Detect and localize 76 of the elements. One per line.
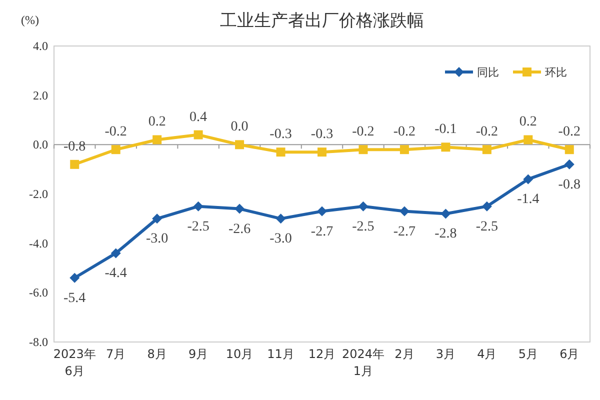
point [482,201,492,212]
y-axis-title: (%) [21,13,39,27]
y-tick-label: 4.0 [33,39,48,53]
x-tick-label: 5月 [518,347,538,361]
data-label: -3.0 [270,232,292,247]
x-tick-label: 2月 [394,347,414,361]
data-label: -2.5 [187,219,210,234]
point [276,214,286,224]
point [70,160,80,169]
point [441,142,450,152]
point [524,135,533,144]
point [318,148,326,157]
point [564,159,574,170]
data-label: -2.7 [310,224,334,240]
point [399,206,410,216]
legend-label: 同比 [477,66,499,79]
data-label: 0.2 [519,114,537,130]
y-tick-label: 2.0 [33,88,48,102]
point [111,145,120,154]
legend-label: 环比 [545,66,567,79]
data-label: -2.8 [434,226,457,242]
point [152,135,162,144]
data-label: -0.2 [476,124,498,140]
x-tick-label: 10月 [226,347,254,361]
y-tick-label: -6.0 [29,286,48,300]
data-label: -3.0 [146,232,168,247]
chart-title: 工业生产者出厂价格涨跌幅 [220,11,424,31]
x-tick-label: 4月 [477,347,497,361]
point [276,148,286,157]
point [400,145,409,154]
point [235,140,244,150]
data-label: -0.2 [393,124,416,140]
x-tick-label: 7月 [106,347,126,361]
data-label: -2.7 [393,224,416,240]
y-tick-label: -4.0 [29,236,48,250]
data-label: -0.2 [104,124,127,140]
x-tick-label: 2024年 1月 [342,347,385,378]
data-label: -0.8 [64,139,86,154]
data-label: -0.2 [352,124,374,140]
point [234,204,245,214]
data-label: -0.3 [310,127,334,142]
point [482,145,492,154]
data-label: -2.5 [352,219,374,234]
data-label: -0.2 [558,124,580,140]
data-label: 0.0 [230,120,248,135]
data-label: -2.6 [228,222,251,237]
point [358,201,368,212]
x-tick-label: 6月 [560,347,580,361]
y-tick-label: -8.0 [29,335,48,349]
data-label: 0.2 [148,114,166,130]
data-label: -0.8 [558,177,580,192]
data-label: -0.1 [434,122,457,138]
data-label: -2.5 [476,219,498,234]
point [194,130,203,140]
x-tick-label: 12月 [308,347,336,361]
data-label: -1.4 [517,192,540,208]
x-tick-label: 3月 [436,347,456,361]
data-label: -0.3 [270,127,292,142]
point [152,214,162,224]
point [193,201,204,212]
y-tick-label: 0.0 [33,138,48,152]
x-tick-label: 11月 [267,347,294,361]
data-label: -4.4 [104,266,127,282]
point [523,174,534,184]
x-tick-label: 9月 [188,347,208,361]
point [317,206,327,216]
point [110,248,121,258]
data-label: 0.4 [190,110,208,125]
point [358,145,368,154]
point [564,145,574,154]
data-label: -5.4 [64,290,86,306]
point [70,272,80,283]
y-tick-label: -2.0 [29,187,48,201]
x-tick-label: 8月 [147,347,167,361]
x-tick-label: 2023年 6月 [53,347,96,378]
point [440,208,451,219]
